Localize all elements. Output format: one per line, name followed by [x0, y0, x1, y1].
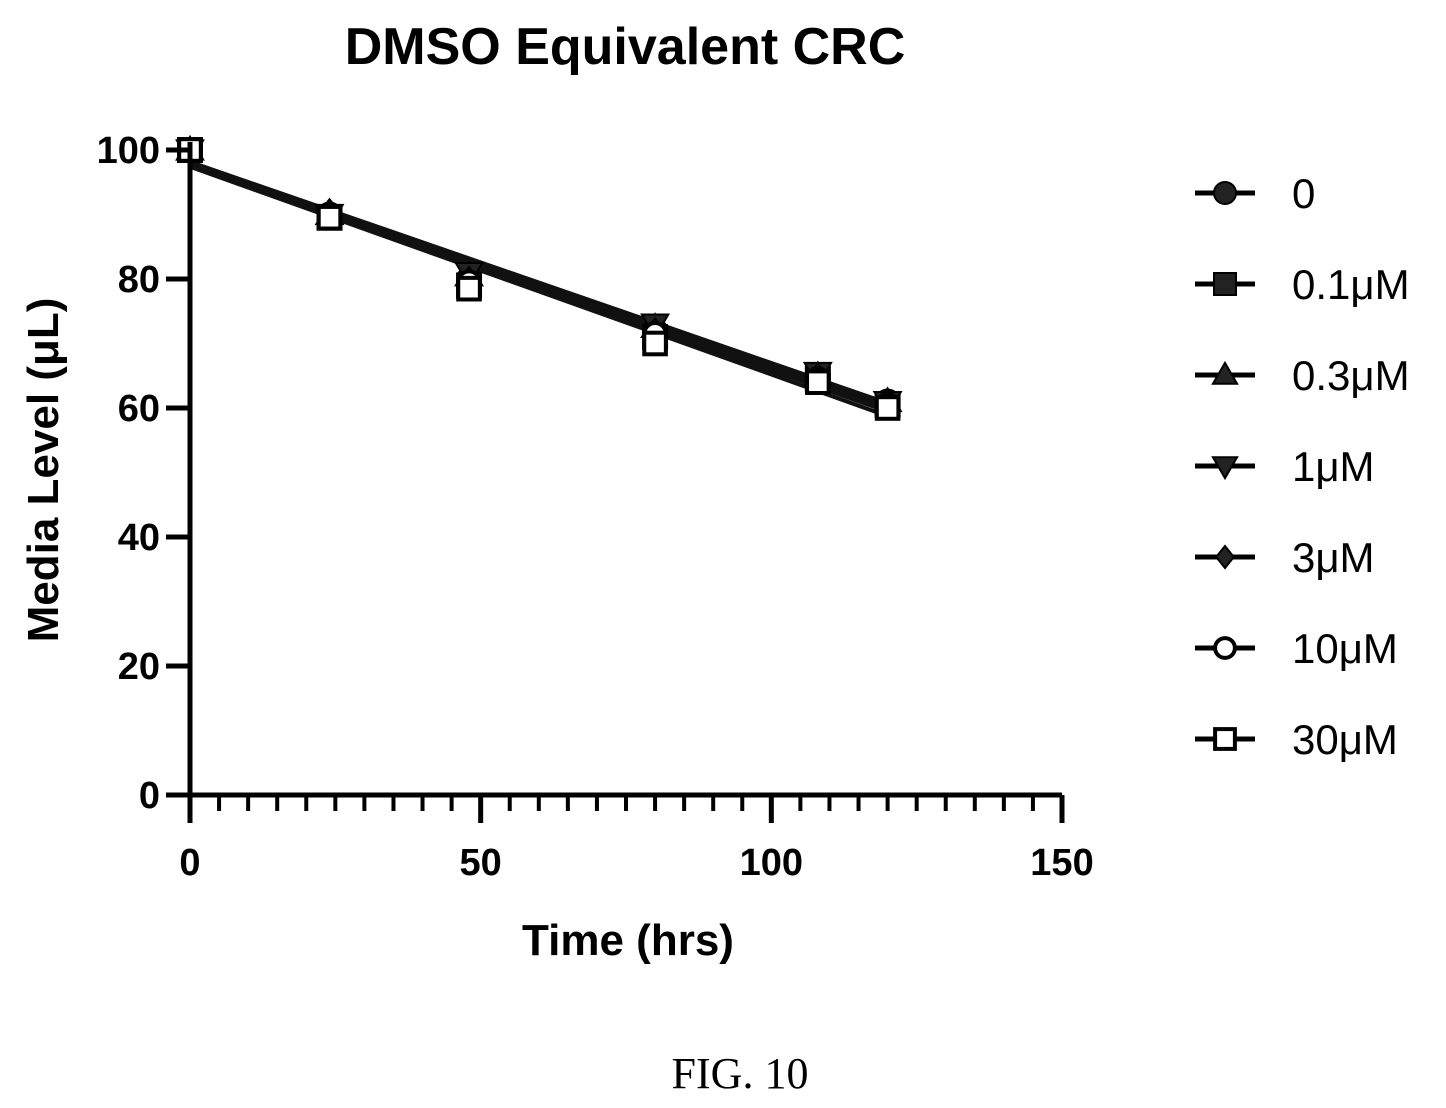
- legend-label: 10μM: [1292, 625, 1398, 672]
- legend-item: 0.3μM: [1195, 352, 1410, 399]
- legend-marker: [1214, 544, 1236, 570]
- x-tick-label: 0: [179, 842, 200, 884]
- y-tick-label: 100: [97, 130, 160, 172]
- legend: 0 0.1μM 0.3μM 1μM 3μM 10μM 30μM: [1195, 170, 1410, 763]
- x-tick-label: 100: [740, 842, 803, 884]
- legend-marker: [1211, 456, 1239, 481]
- data-point: [642, 330, 668, 357]
- y-tick-label: 80: [118, 259, 160, 301]
- legend-marker: [1213, 727, 1237, 751]
- y-tick-label: 20: [118, 646, 160, 688]
- data-point: [874, 395, 901, 421]
- legend-label: 0: [1292, 170, 1315, 217]
- y-axis-label: Media Level (μL): [19, 298, 68, 643]
- chart-title: DMSO Equivalent CRC: [345, 18, 906, 76]
- fit-lines: [189, 159, 889, 418]
- legend-marker: [1211, 360, 1239, 385]
- x-tick-label: 50: [460, 842, 502, 884]
- legend-label: 3μM: [1292, 534, 1375, 581]
- x-tick-label: 150: [1030, 842, 1093, 884]
- legend-marker: [1213, 272, 1237, 296]
- fit-line: [189, 162, 889, 413]
- data-point: [805, 369, 831, 395]
- legend-item: 30μM: [1195, 716, 1398, 763]
- data-point: [316, 204, 343, 231]
- legend-marker: [1213, 636, 1237, 660]
- legend-label: 0.3μM: [1292, 352, 1410, 399]
- tick-labels: 0 50 100 150 0 20 40 60 80 100: [97, 130, 1094, 884]
- legend-marker: [1213, 181, 1237, 205]
- legend-item: 10μM: [1195, 625, 1398, 672]
- x-axis-label: Time (hrs): [522, 916, 734, 965]
- legend-item: 1μM: [1195, 443, 1375, 490]
- plot-area: 0 50 100 150 0 20 40 60 80 100: [97, 130, 1094, 884]
- legend-item: 0: [1195, 170, 1315, 217]
- legend-item: 3μM: [1195, 534, 1375, 581]
- data-point: [456, 275, 482, 302]
- y-tick-label: 40: [118, 517, 160, 559]
- legend-label: 30μM: [1292, 716, 1398, 763]
- legend-item: 0.1μM: [1195, 261, 1410, 308]
- legend-label: 1μM: [1292, 443, 1375, 490]
- legend-label: 0.1μM: [1292, 261, 1410, 308]
- fit-line: [189, 164, 889, 418]
- figure-caption: FIG. 10: [672, 1049, 809, 1098]
- y-tick-label: 0: [139, 775, 160, 817]
- axes: [166, 142, 1065, 823]
- y-tick-label: 60: [118, 388, 160, 430]
